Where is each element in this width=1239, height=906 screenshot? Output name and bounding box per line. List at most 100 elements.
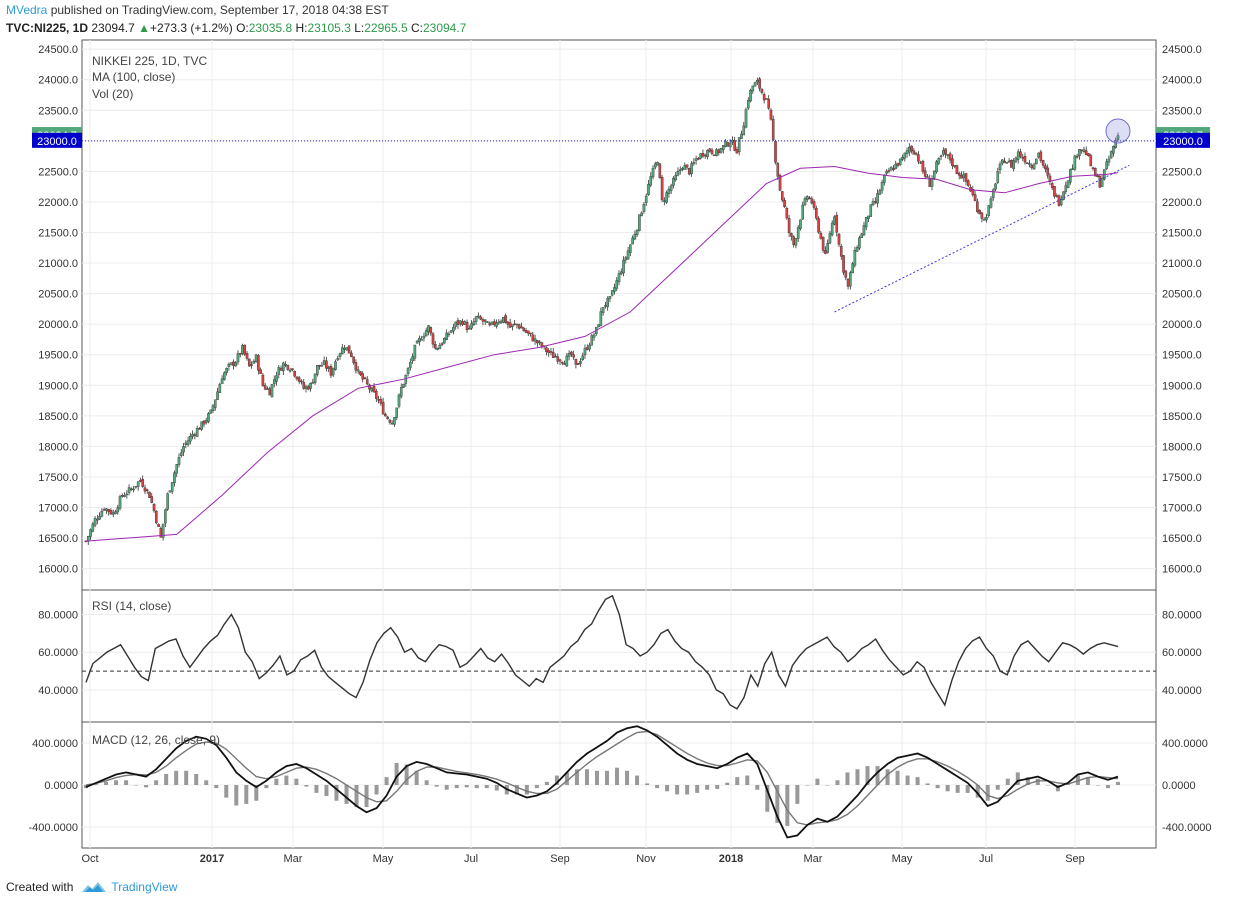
candle-body bbox=[656, 162, 659, 166]
macd-histogram-bar bbox=[474, 785, 479, 789]
macd-histogram-bar bbox=[464, 785, 469, 788]
macd-histogram-bar bbox=[224, 785, 229, 798]
candle-body bbox=[889, 167, 893, 171]
candle-body bbox=[998, 163, 1002, 171]
candle-body bbox=[433, 344, 437, 349]
macd-histogram-bar bbox=[705, 785, 710, 790]
time-tick-label: 2018 bbox=[719, 853, 743, 865]
macd-histogram-bar bbox=[444, 785, 449, 790]
candle-body bbox=[1107, 158, 1111, 163]
macd-histogram-bar bbox=[795, 785, 800, 804]
candle-body bbox=[375, 391, 378, 399]
candle-body bbox=[282, 362, 285, 372]
candle-body bbox=[270, 384, 274, 397]
candle-body bbox=[869, 204, 873, 217]
candle-body bbox=[320, 365, 324, 367]
candle-body bbox=[343, 348, 346, 350]
candle-body bbox=[556, 356, 560, 362]
candle-body bbox=[781, 191, 784, 201]
candle-body bbox=[520, 326, 523, 329]
candle-body bbox=[996, 171, 1000, 183]
candle-body bbox=[257, 355, 260, 371]
macd-histogram-bar bbox=[294, 778, 299, 785]
time-tick-label: Oct bbox=[81, 853, 98, 865]
main-legend-title: NIKKEI 225, 1D, TVC bbox=[92, 54, 208, 68]
candle-body bbox=[957, 173, 961, 176]
candle-body bbox=[953, 165, 956, 167]
candle-body bbox=[942, 150, 945, 155]
candle-body bbox=[767, 98, 770, 109]
macd-histogram-bar bbox=[584, 769, 589, 785]
candle-body bbox=[105, 508, 108, 511]
candle-body bbox=[136, 481, 140, 487]
macd-histogram-bar bbox=[945, 785, 950, 792]
candle-body bbox=[622, 259, 625, 274]
price-tick-label-right: 21500.0 bbox=[1162, 228, 1202, 240]
candle-body bbox=[243, 344, 247, 355]
macd-histogram-bar bbox=[1035, 778, 1040, 785]
macd-histogram-bar bbox=[384, 777, 389, 785]
candle-body bbox=[304, 386, 308, 390]
time-tick-label: Nov bbox=[636, 853, 656, 865]
candle-body bbox=[887, 170, 891, 172]
candle-body bbox=[708, 148, 712, 152]
author-link[interactable]: MVedra bbox=[6, 3, 48, 17]
candle-body bbox=[96, 518, 99, 521]
candle-body bbox=[422, 335, 426, 339]
price-tick-label-right: 20000.0 bbox=[1162, 319, 1202, 331]
candle-body bbox=[685, 164, 689, 168]
candle-body bbox=[191, 433, 194, 437]
candle-body bbox=[928, 178, 932, 187]
candle-body bbox=[937, 158, 941, 164]
candle-body bbox=[1014, 157, 1018, 162]
macd-histogram-bar bbox=[454, 785, 459, 789]
macd-histogram-bar bbox=[1045, 785, 1050, 786]
macd-tick-label-left: -400.0000 bbox=[28, 822, 78, 834]
candle-body bbox=[431, 333, 435, 345]
candle-body bbox=[694, 158, 698, 161]
ohlc-bar: TVC:NI225, 1D 23094.7 ▲+273.3 (+1.2%) O:… bbox=[6, 21, 466, 35]
low-label: L: bbox=[354, 21, 365, 35]
candle-body bbox=[746, 100, 750, 109]
macd-histogram-bar bbox=[875, 766, 880, 785]
candle-body bbox=[141, 479, 145, 487]
macd-histogram-bar bbox=[244, 785, 249, 804]
macd-histogram-bar bbox=[434, 785, 439, 787]
tradingview-logo-icon bbox=[82, 882, 107, 892]
support-trendline bbox=[834, 164, 1130, 313]
rsi-tick-label-left: 80.0000 bbox=[38, 610, 78, 622]
candle-body bbox=[985, 217, 988, 221]
macd-tick-label-left: 0.0000 bbox=[44, 780, 78, 792]
candle-body bbox=[1082, 149, 1086, 152]
candle-body bbox=[871, 201, 875, 205]
macd-signal-line bbox=[85, 730, 1119, 826]
macd-histogram-bar bbox=[685, 785, 690, 795]
candle-body bbox=[409, 362, 412, 368]
candle-body bbox=[100, 510, 104, 517]
candle-body bbox=[248, 358, 251, 367]
candle-body bbox=[722, 145, 725, 150]
macd-histogram-bar bbox=[865, 766, 870, 785]
candle-body bbox=[1071, 168, 1074, 170]
candle-body bbox=[161, 523, 165, 538]
candle-body bbox=[892, 168, 895, 170]
candle-body bbox=[168, 490, 172, 493]
candle-body bbox=[429, 327, 433, 334]
candle-body bbox=[778, 175, 782, 191]
candle-body bbox=[803, 198, 807, 205]
candle-body bbox=[506, 321, 510, 325]
macd-histogram-bar bbox=[104, 781, 109, 785]
candle-body bbox=[973, 194, 977, 202]
candle-body bbox=[388, 419, 392, 423]
candle-body bbox=[356, 369, 360, 372]
tradingview-link[interactable]: TradingView bbox=[111, 880, 178, 894]
candle-body bbox=[370, 387, 374, 392]
price-tick-label-left: 22000.0 bbox=[38, 197, 78, 209]
candle-body bbox=[1044, 165, 1047, 170]
candle-body bbox=[359, 371, 362, 375]
macd-histogram-bar bbox=[144, 785, 149, 788]
candle-body bbox=[245, 353, 249, 359]
candle-body bbox=[517, 324, 521, 329]
candle-body bbox=[987, 205, 990, 216]
